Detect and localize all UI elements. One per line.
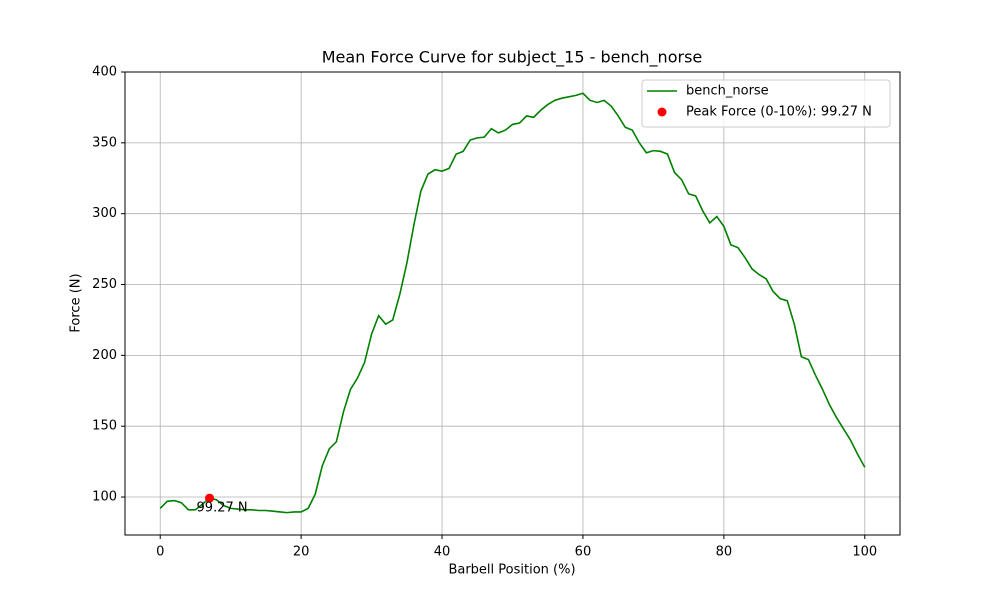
y-tick-label: 150 [92,419,117,434]
x-tick-label: 40 [434,545,451,560]
legend-label: bench_norse [686,84,769,99]
x-tick-label: 100 [852,545,877,560]
legend: bench_norse Peak Force (0-10%): 99.27 N [641,79,891,128]
x-tick-label: 80 [716,545,733,560]
x-axis-label: Barbell Position (%) [448,563,575,578]
y-tick-label: 300 [92,206,117,221]
annotation: 99.27 N [197,501,248,516]
legend-box [641,79,891,128]
y-tick-label: 400 [92,65,117,80]
y-tick-label: 350 [92,135,117,150]
point [205,493,215,503]
legend-label: Peak Force (0-10%): 99.27 N [686,105,872,120]
chart-title: Mean Force Curve for subject_15 - bench_… [322,48,703,68]
axes-frame [124,71,901,536]
y-tick-label: 200 [92,348,117,363]
x-tick-label: 20 [293,545,310,560]
y-tick-label: 100 [92,490,117,505]
y-axis-label: Force (N) [69,273,84,332]
x-tick-label: 60 [575,545,592,560]
x-tick-label: 0 [156,545,164,560]
y-tick-label: 250 [92,277,117,292]
line [159,92,866,514]
legend-marker [657,107,667,117]
